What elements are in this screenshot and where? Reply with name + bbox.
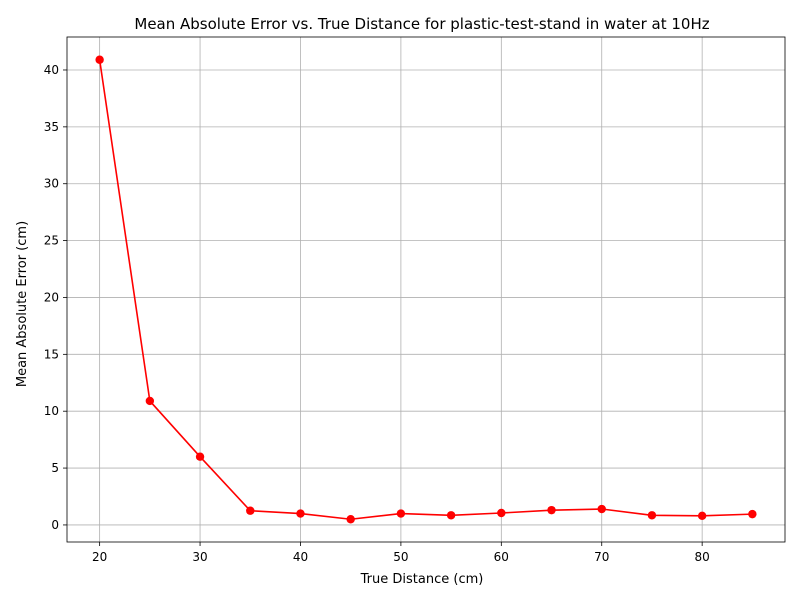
y-tick-label: 20 (44, 290, 59, 304)
data-point (446, 511, 456, 520)
data-point (497, 508, 506, 518)
plot-frame (66, 36, 786, 543)
y-tick-label: 15 (44, 347, 59, 361)
x-tick-label: 70 (594, 550, 609, 564)
series-layer (95, 55, 757, 524)
y-axis-label: Mean Absolute Error (cm) (15, 221, 30, 387)
y-tick-label: 10 (44, 404, 59, 418)
chart-title: Mean Absolute Error vs. True Distance fo… (134, 15, 709, 33)
data-point (748, 509, 757, 519)
x-tick-label: 60 (494, 550, 509, 564)
x-tick-label: 50 (393, 550, 408, 564)
data-point (145, 396, 155, 406)
data-point (396, 509, 406, 518)
y-tick-label: 30 (44, 177, 59, 191)
data-point (547, 505, 556, 515)
x-axis-label: True Distance (cm) (360, 572, 484, 587)
x-tick-label: 80 (695, 550, 710, 564)
data-point (597, 504, 606, 514)
data-point (346, 515, 355, 524)
series-line (98, 59, 753, 521)
y-tick-label: 5 (51, 461, 59, 475)
y-tick-label: 40 (44, 63, 59, 77)
x-tick-label: 30 (192, 550, 207, 564)
data-point (697, 511, 707, 521)
data-point (95, 55, 104, 64)
y-tick-label: 25 (44, 234, 59, 248)
y-tick-label: 35 (44, 120, 59, 134)
data-point (195, 452, 205, 461)
data-point (296, 509, 305, 518)
data-point (246, 506, 255, 515)
x-axis-ticks: 20 30 40 50 60 70 80 (92, 542, 710, 564)
data-point (647, 511, 657, 520)
x-tick-label: 20 (92, 550, 107, 564)
y-tick-label: 0 (51, 518, 59, 532)
x-tick-label: 40 (293, 550, 308, 564)
y-axis-ticks: 0 5 10 15 20 25 30 35 40 (44, 63, 67, 532)
grid (67, 37, 785, 542)
